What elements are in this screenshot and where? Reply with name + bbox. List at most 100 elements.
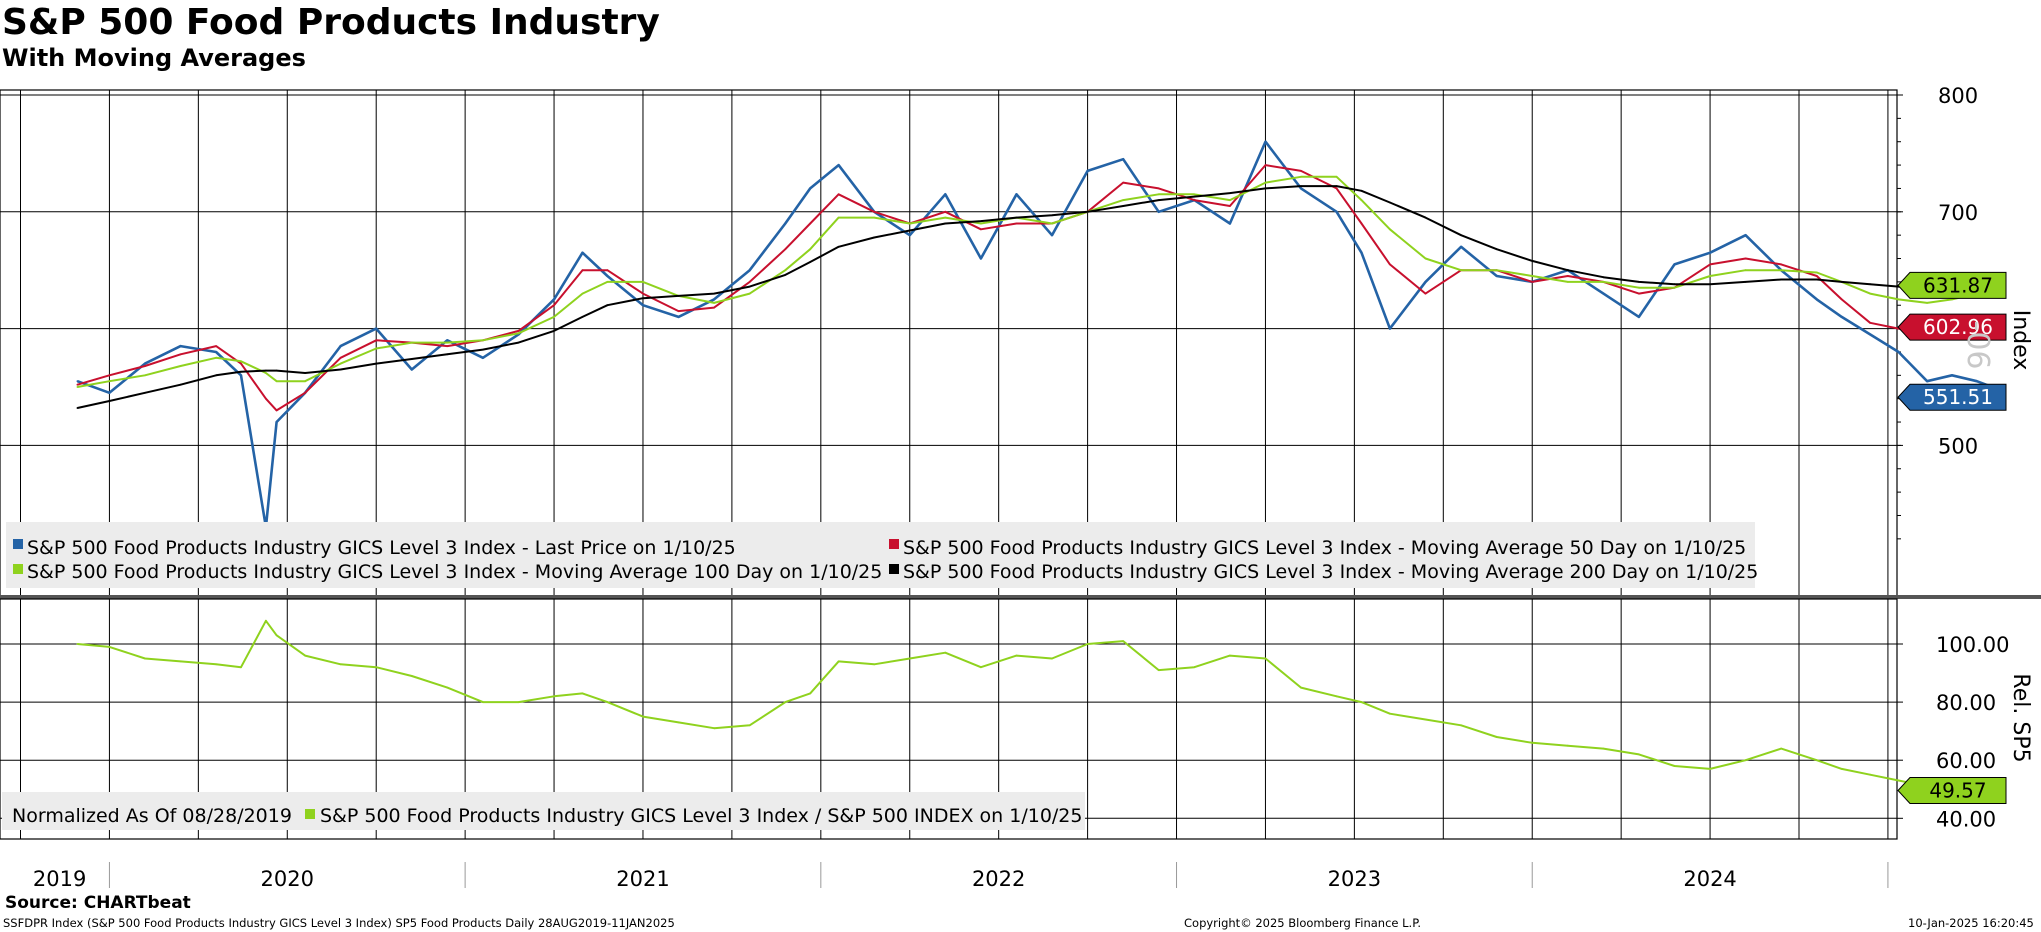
top-series-0-point: 555 [1975,380,1978,383]
legend-swatch-ma50 [889,539,899,549]
last-value-ma50-tag [1897,313,2007,341]
top-y-tick-label: 800 [1938,84,1978,108]
bottom-y-tick-label: 40.00 [1936,807,1996,831]
top-series-2-point: 648 [1815,271,1818,274]
bottom-series-0-point: 100 [76,643,79,645]
top-series-2-point: 650 [1744,269,1747,272]
top-series-1-point: 575 [339,356,342,359]
top-series-3-point: 658 [1531,260,1534,262]
top-series-1-point: 725 [1122,181,1125,184]
top-series-0-point: 560 [1951,374,1953,377]
top-series-2-point: 685 [1389,228,1391,231]
bottom-series-0-point: 76 [1389,712,1391,715]
top-series-0-point: 665 [581,251,584,254]
top-series-0-point: 680 [1051,234,1053,237]
top-series-1-point: 590 [375,339,378,342]
top-series-0-point: 625 [1815,298,1818,301]
top-series-0-point: 585 [339,345,342,347]
top-y-tick-label: 700 [1938,201,1978,225]
top-series-1-point: 655 [1709,263,1711,266]
top-series-0-point: 715 [1015,193,1018,196]
top-legend-box [6,522,1755,588]
top-series-0-point: 590 [446,339,449,342]
bottom-series-0-point: 99 [108,646,111,648]
top-series-2-point: 640 [1566,281,1569,283]
top-series-1-point: 585 [215,345,218,347]
top-series-3-point: 640 [1638,281,1640,283]
top-series-1-point: 645 [1566,275,1569,277]
top-series-0-point: 570 [144,362,146,365]
top-series-3-point: 545 [144,391,146,394]
top-series-1-point: 690 [1015,222,1018,225]
bottom-series-0-point: 93 [873,663,876,666]
bottom-series-0-point: 71 [713,727,715,730]
top-series-0-point: 690 [1229,222,1231,225]
top-series-1-point: 650 [606,269,609,272]
top-series-3-point: 570 [375,362,378,365]
bottom-series-0-point: 100 [1086,643,1089,645]
top-series-3-point: 565 [339,368,342,371]
bottom-series-0-point: 80 [1360,701,1363,703]
top-series-2-point: 640 [1602,281,1605,283]
legend-swatch-rel [305,809,315,819]
top-series-2-point: 635 [1673,286,1676,289]
top-series-1-point: 530 [275,409,278,412]
top-series-0-point: 630 [1602,292,1605,295]
top-series-0-point: 555 [76,380,79,383]
last-value-price-tag [1897,383,2007,411]
bottom-series-0-point: 82 [553,695,555,698]
top-series-3-point: 646 [784,274,787,276]
top-series-0-point: 665 [1360,251,1363,254]
top-series-2-point: 650 [1460,269,1462,272]
top-series-0-point: 560 [240,374,242,377]
top-series-0-point: 645 [1495,275,1498,277]
top-series-2-point: 695 [944,216,947,219]
bottom-legend-box [2,792,1085,830]
bottom-series-0-point: 58 [1673,765,1676,767]
top-series-1-point: 630 [642,292,644,295]
top-series-0-point: 625 [713,298,715,301]
top-series-1-point: 545 [304,391,306,394]
top-series-3-point: 563 [240,370,242,373]
top-series-3-point: 716 [1229,192,1231,195]
bottom-series-0-point: 92 [240,666,242,669]
top-series-0-point: 660 [980,257,982,260]
bottom-series-0-point: 64 [1780,747,1783,750]
top-series-2-point: 550 [76,386,79,388]
top-series-3-point: 532 [76,407,79,409]
top-series-1-point: 620 [553,304,555,307]
top-series-1-point: 740 [1264,164,1267,167]
legend-label-ma100: S&P 500 Food Products Industry GICS Leve… [27,561,882,583]
last-value-price-label: 551.51 [1923,385,1993,409]
top-series-0-point: 600 [1389,327,1391,330]
bottom-series-0-point: 80 [482,701,484,703]
bottom-series-0-point: 85 [446,686,449,689]
top-series-2-point: 588 [410,341,413,344]
top-series-3-point: 713 [1193,195,1196,198]
top-series-0-point: 740 [837,164,840,167]
bottom-panel-series: 100 99 95 94 93 92 108 103 96 93 92 89 85 80 80 82 83 80 7… [76,619,2007,804]
bottom-series-0-point: 95 [1264,657,1267,660]
bottom-series-0-point: 89 [410,675,413,677]
bottom-series-0-point: 93 [215,663,218,666]
top-series-2-point: 635 [1638,286,1640,289]
top-series-2-point: 730 [1335,175,1338,178]
top-y-axis-title: Index [2008,310,2033,371]
top-series-2-point: 622 [1926,302,1928,304]
bottom-y-axis-title: Rel. SP5 [2008,673,2033,762]
top-series-0-point: 645 [606,275,609,277]
top-series-1-point: 540 [265,397,267,400]
top-series-3-point: 650 [1566,269,1569,272]
bottom-legend-note: Normalized As Of 08/28/2019 [12,805,292,827]
top-series-2-point: 715 [1193,193,1196,196]
top-series-2-point: 640 [642,281,644,283]
top-series-3-point: 692 [980,220,982,223]
top-series-2-point: 630 [748,292,751,295]
top-series-0-point: 610 [677,316,680,318]
x-tick-label: 2024 [1683,867,1736,891]
top-panel-series: 5555455705855805604305205455856005655905… [76,140,2007,529]
top-series-2-point: 555 [108,380,111,383]
top-series-3-point: 626 [642,297,644,300]
legend-label-ma200: S&P 500 Food Products Industry GICS Leve… [903,561,1758,583]
